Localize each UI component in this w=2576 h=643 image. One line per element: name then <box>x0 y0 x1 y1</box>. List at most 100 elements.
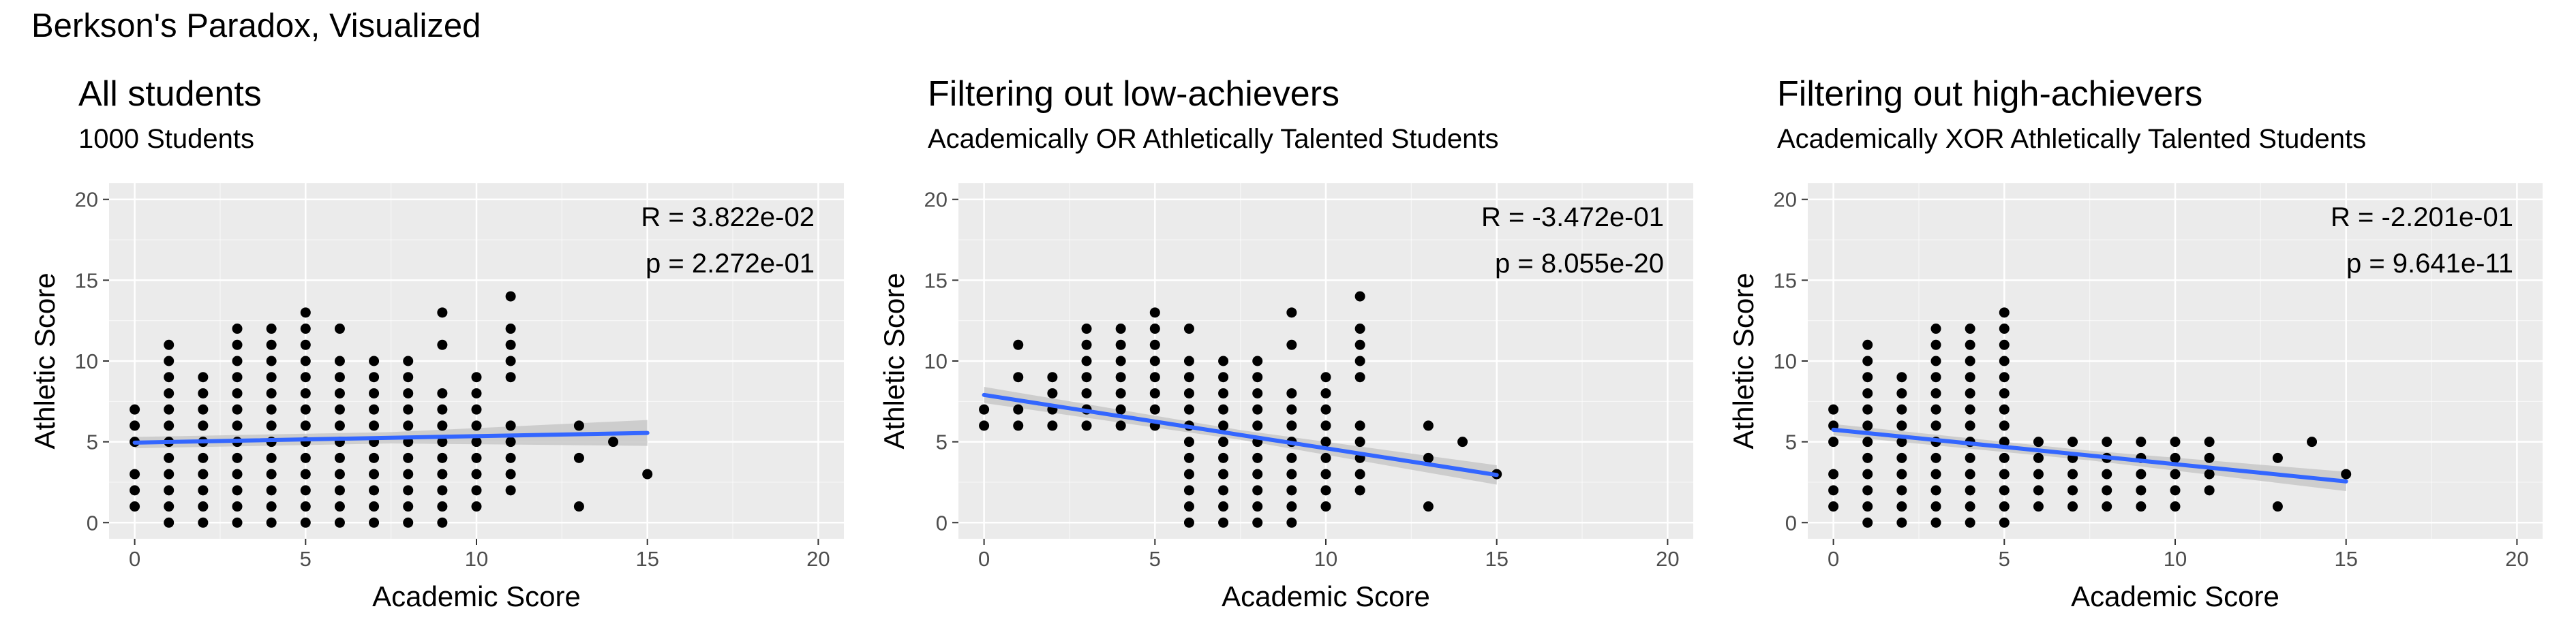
data-point <box>979 404 990 415</box>
data-point <box>573 420 584 431</box>
data-point <box>300 517 311 528</box>
data-point <box>1047 420 1058 431</box>
data-point <box>1149 339 1160 350</box>
data-point <box>1862 501 1873 512</box>
data-point <box>505 420 516 431</box>
data-point <box>1999 307 2010 318</box>
data-point <box>1930 485 1941 496</box>
data-point <box>505 372 516 383</box>
data-point <box>1149 307 1160 318</box>
data-point <box>1115 388 1126 398</box>
data-point <box>1896 517 1907 528</box>
data-point <box>1965 420 1975 431</box>
data-point <box>164 420 175 431</box>
data-point <box>1252 485 1263 496</box>
data-point <box>300 339 311 350</box>
chart-panel-filtering-high: Filtering out high-achievers Academicall… <box>1699 0 2551 643</box>
data-point <box>1999 452 2010 463</box>
data-point <box>437 420 448 431</box>
data-point <box>334 324 345 334</box>
data-point <box>2307 437 2318 448</box>
data-point <box>164 452 175 463</box>
data-point <box>1862 437 1873 448</box>
data-point <box>1896 437 1907 448</box>
y-tick-label: 10 <box>1774 349 1797 373</box>
data-point <box>266 485 277 496</box>
x-tick-label: 0 <box>1828 547 1839 571</box>
data-point <box>1252 356 1263 366</box>
data-point <box>130 420 140 431</box>
x-tick-label: 20 <box>1656 547 1679 571</box>
data-point <box>300 372 311 383</box>
data-point <box>1286 452 1297 463</box>
data-point <box>1828 469 1839 480</box>
data-point <box>1930 339 1941 350</box>
regression-line <box>1831 427 2348 484</box>
data-point <box>130 485 140 496</box>
data-point <box>1828 404 1839 415</box>
data-point <box>1999 501 2010 512</box>
data-point <box>2204 485 2215 496</box>
data-point <box>1149 324 1160 334</box>
data-point <box>1930 517 1941 528</box>
data-point <box>1965 339 1975 350</box>
data-point <box>1354 372 1365 383</box>
x-tick-label: 10 <box>2164 547 2187 571</box>
data-point <box>1999 388 2010 398</box>
p-value-annotation: p = 9.641e-11 <box>2346 249 2513 279</box>
data-point <box>334 420 345 431</box>
data-point <box>1115 404 1126 415</box>
data-point <box>232 517 243 528</box>
data-point <box>1965 485 1975 496</box>
data-point <box>1252 388 1263 398</box>
data-point <box>1423 420 1434 431</box>
data-point <box>1828 501 1839 512</box>
x-tick-label: 10 <box>1314 547 1337 571</box>
data-point <box>1896 452 1907 463</box>
data-point <box>573 501 584 512</box>
x-tick-label: 15 <box>635 547 658 571</box>
x-axis-title: Academic Score <box>1222 580 1430 612</box>
data-point <box>1218 501 1229 512</box>
data-point <box>1999 356 2010 366</box>
data-point <box>1896 388 1907 398</box>
data-point <box>1183 469 1194 480</box>
data-point <box>1218 404 1229 415</box>
data-point <box>1828 437 1839 448</box>
data-point <box>1320 420 1331 431</box>
data-point <box>1081 339 1092 350</box>
data-point <box>369 452 380 463</box>
data-point <box>1965 404 1975 415</box>
data-point <box>1862 452 1873 463</box>
data-point <box>437 388 448 398</box>
data-point <box>1183 485 1194 496</box>
data-point <box>471 485 482 496</box>
data-point <box>1965 452 1975 463</box>
data-point <box>573 452 584 463</box>
data-point <box>1183 501 1194 512</box>
x-tick-label: 0 <box>978 547 990 571</box>
data-point <box>1183 324 1194 334</box>
data-point <box>300 485 311 496</box>
data-point <box>266 372 277 383</box>
data-point <box>437 469 448 480</box>
data-point <box>1081 420 1092 431</box>
data-point <box>334 452 345 463</box>
y-tick-label: 5 <box>936 430 948 454</box>
data-point <box>471 404 482 415</box>
data-point <box>369 404 380 415</box>
data-point <box>198 404 209 415</box>
data-point <box>198 517 209 528</box>
data-point <box>164 501 175 512</box>
data-point <box>1896 372 1907 383</box>
data-point <box>1218 469 1229 480</box>
data-point <box>471 501 482 512</box>
data-point <box>2136 437 2147 448</box>
data-point <box>1999 324 2010 334</box>
data-point <box>1930 356 1941 366</box>
data-point <box>2067 437 2078 448</box>
data-point <box>334 485 345 496</box>
data-point <box>369 485 380 496</box>
data-point <box>1896 420 1907 431</box>
data-point <box>164 485 175 496</box>
